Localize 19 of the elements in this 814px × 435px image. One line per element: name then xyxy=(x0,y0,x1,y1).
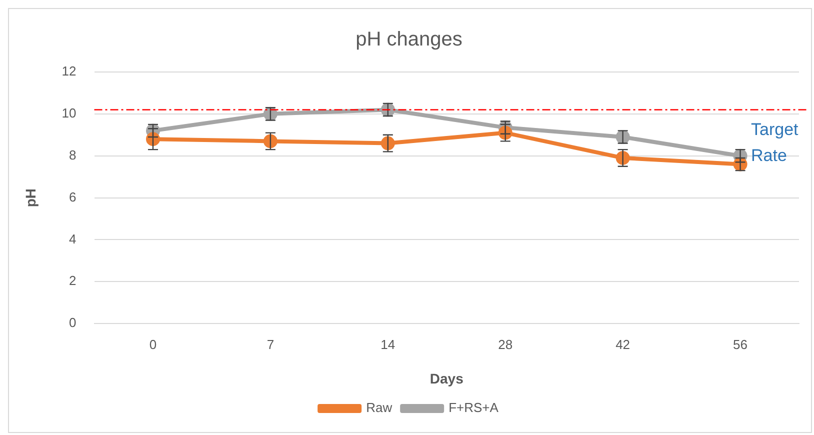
x-axis-title: Days xyxy=(430,370,464,386)
x-tick-label: 0 xyxy=(149,336,157,352)
x-tick-label: 28 xyxy=(498,336,513,352)
y-tick-label: 6 xyxy=(69,189,76,204)
y-axis-title: pH xyxy=(22,188,38,208)
x-tick-label: 7 xyxy=(266,336,274,352)
x-tick-label: 14 xyxy=(380,336,396,352)
y-tick-label: 10 xyxy=(62,106,76,121)
ref-line-label: Target Rate xyxy=(751,120,799,165)
y-tick-label: 12 xyxy=(62,64,76,79)
legend-label: F+RS+A xyxy=(448,400,499,416)
x-tick-label: 56 xyxy=(733,336,748,352)
x-tick-label: 42 xyxy=(616,336,630,352)
y-tick-label: 4 xyxy=(69,231,76,246)
y-tick-label: 2 xyxy=(69,273,76,288)
chart-title: pH changes xyxy=(356,28,462,51)
legend-label: Raw xyxy=(366,400,393,416)
y-tick-label: 8 xyxy=(69,147,76,162)
y-tick-label: 0 xyxy=(69,315,76,330)
